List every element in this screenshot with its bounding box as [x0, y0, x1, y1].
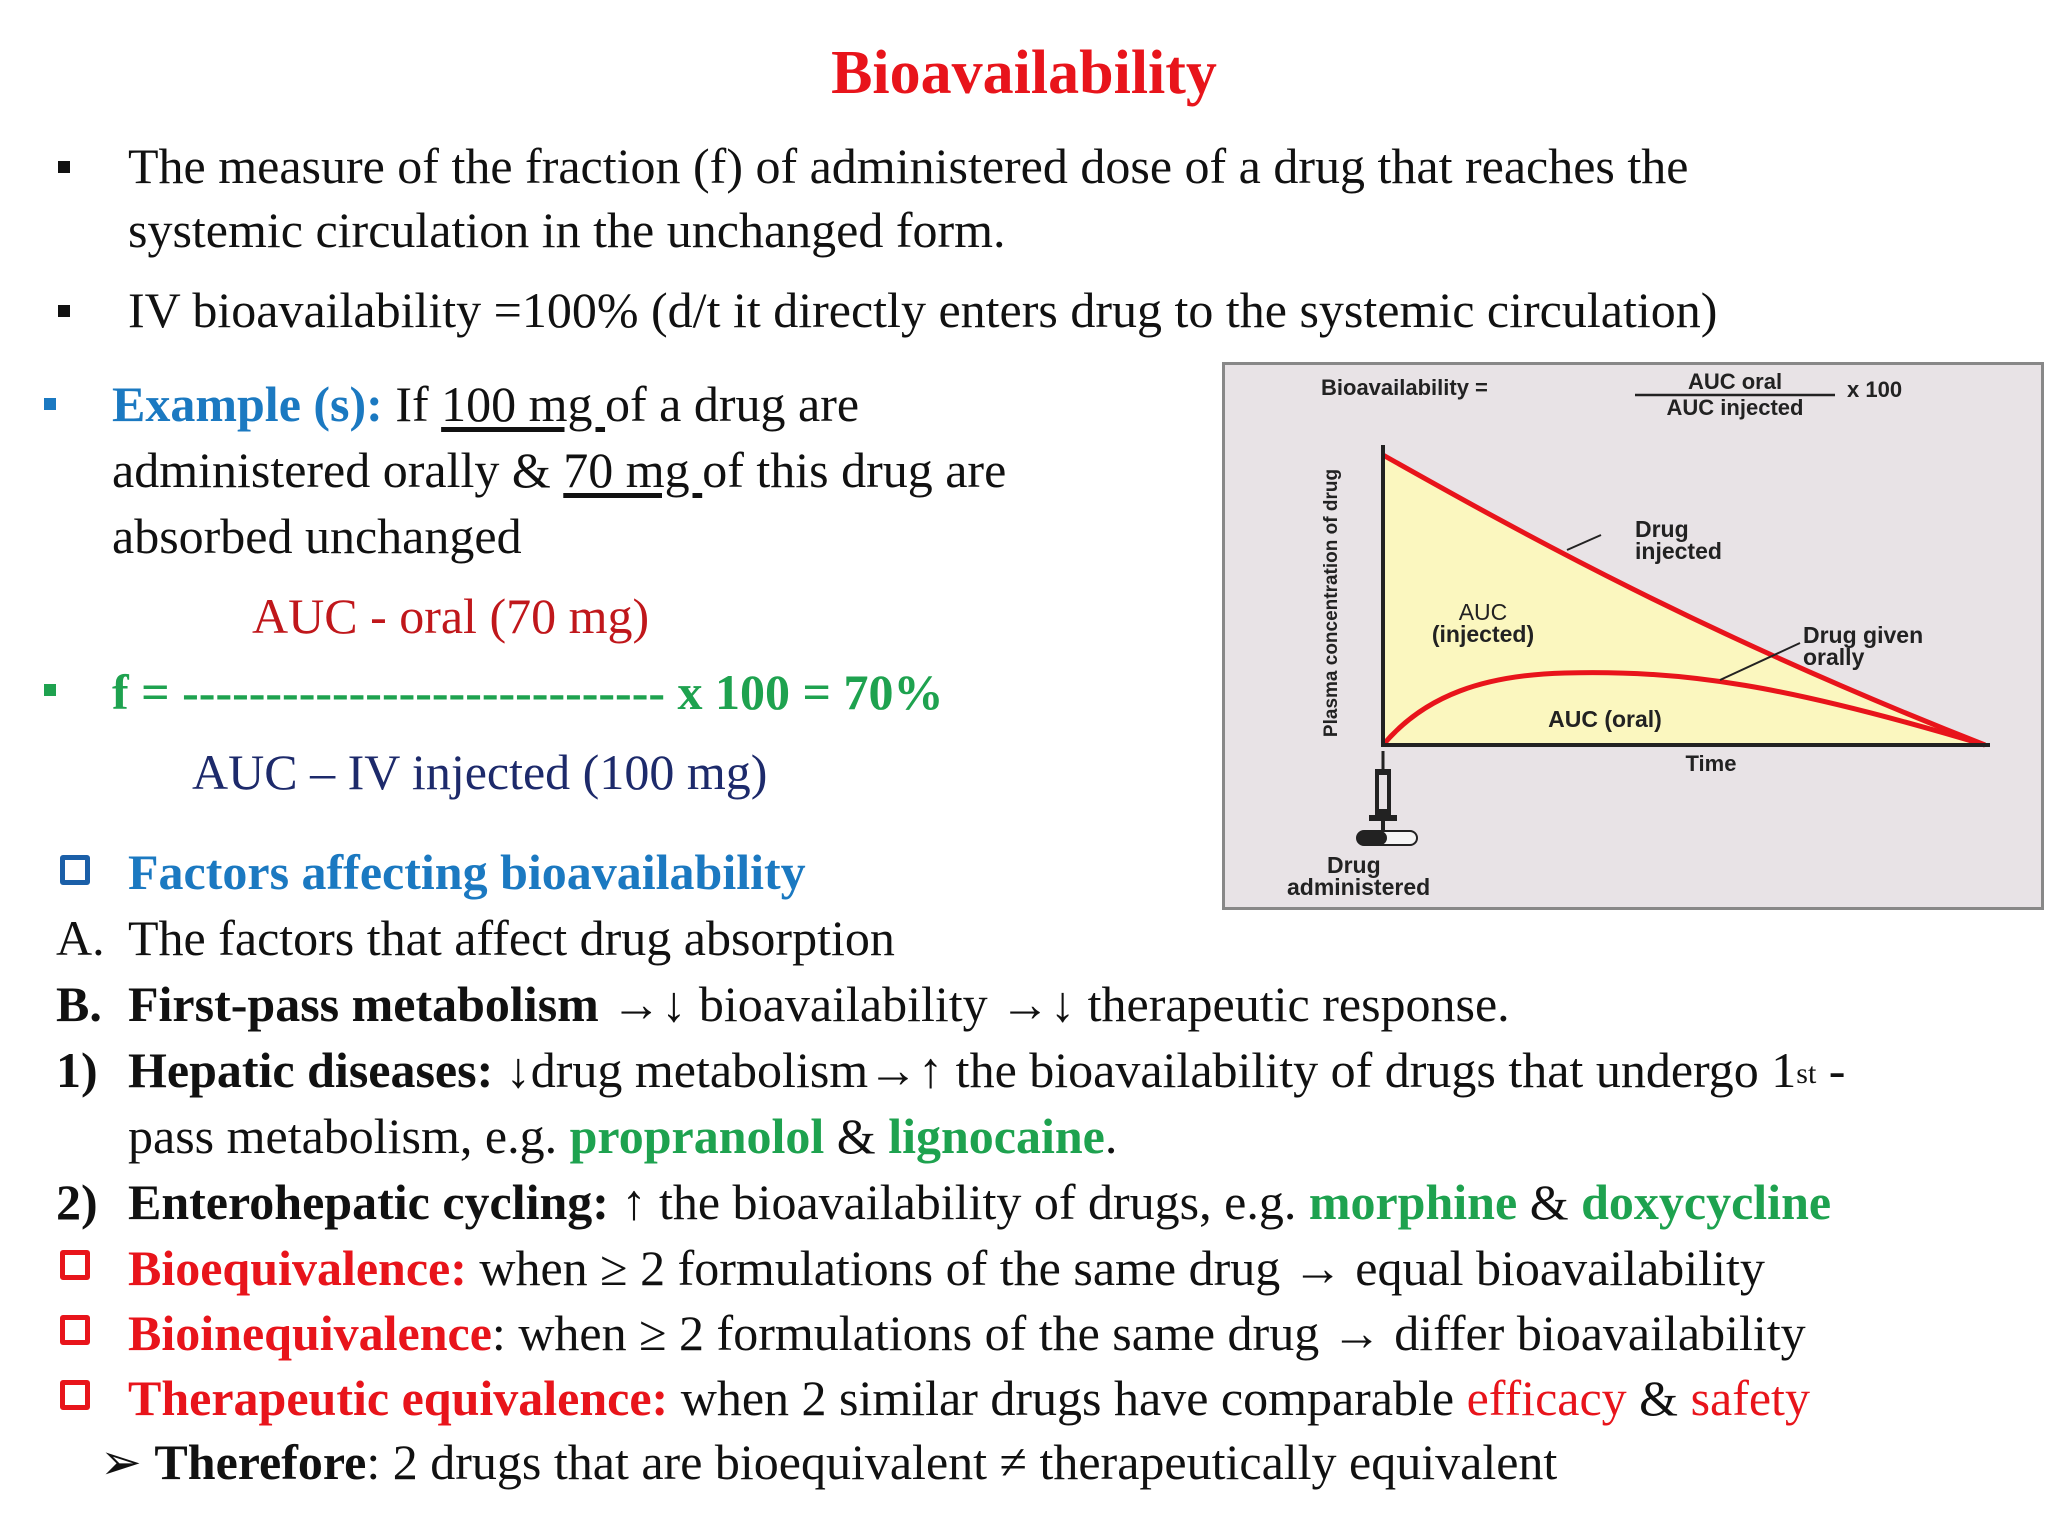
oral-leader: [1719, 642, 1801, 681]
therapeutic-equivalence-text: when 2 similar drugs have comparable: [668, 1370, 1467, 1426]
drug-oral-label-1: Drug given: [1803, 622, 1923, 648]
factor-a-text: The factors that affect drug absorption: [128, 910, 895, 966]
item-1-marker: 1): [56, 1042, 98, 1098]
bioequivalence-text: when ≥ 2 formulations of the same drug →…: [466, 1240, 1765, 1296]
checkbox-marker: [60, 1315, 90, 1345]
enterohepatic-line: Enterohepatic cycling: ↑ the bioavailabi…: [128, 1170, 1831, 1234]
checkbox-marker: [60, 1380, 90, 1410]
drug-doxycycline: doxycycline: [1581, 1174, 1832, 1230]
efficacy-word: efficacy: [1466, 1370, 1627, 1426]
injected-leader: [1566, 534, 1602, 551]
drug-lignocaine: lignocaine: [888, 1108, 1105, 1164]
period: .: [1104, 1108, 1118, 1164]
drug-injected-label-1: Drug: [1635, 516, 1689, 542]
formula-left: Bioavailability =: [1321, 375, 1488, 400]
iv-bioavailability-text: IV bioavailability =100% (d/t it directl…: [128, 282, 1718, 338]
bioinequivalence-text: : when ≥ 2 formulations of the same drug…: [491, 1305, 1806, 1361]
drug-injected-label-2: injected: [1635, 538, 1722, 564]
arrow-bullet-icon: ➢: [100, 1434, 142, 1490]
pill-icon: [1356, 830, 1418, 846]
auc-oral-label: AUC (oral): [1548, 706, 1662, 732]
factor-a-marker: A.: [56, 910, 105, 966]
therapeutic-equivalence-line: Therapeutic equivalence: when 2 similar …: [128, 1366, 1810, 1430]
drug-propranolol: propranolol: [569, 1108, 825, 1164]
bullet-marker: [58, 161, 70, 173]
injected-curve: [1381, 452, 1986, 748]
hepatic-sup: st: [1796, 1057, 1817, 1090]
hepatic-text: ↓drug metabolism→↑ the bioavailability o…: [493, 1042, 1797, 1098]
bioequivalence-line: Bioequivalence: when ≥ 2 formulations of…: [128, 1236, 1765, 1300]
bioinequivalence-line: Bioinequivalence: when ≥ 2 formulations …: [128, 1301, 1806, 1365]
checkbox-marker: [60, 855, 90, 885]
example-text: of a drug are: [605, 376, 860, 432]
drug-administered-label-1: Drug: [1327, 852, 1381, 878]
formula-denominator-fig: AUC injected: [1667, 395, 1804, 420]
syringe-icon: [1365, 751, 1401, 843]
bioinequivalence-label: Bioinequivalence: [128, 1305, 492, 1361]
first-pass-text: →↓ bioavailability →↓ therapeutic respon…: [598, 976, 1510, 1032]
checkbox-marker: [60, 1250, 90, 1280]
therefore-label: Therefore: [154, 1434, 367, 1490]
auc-injected-label-1: AUC: [1459, 599, 1508, 625]
drug-oral-label-2: orally: [1803, 644, 1865, 670]
hepatic-line-2: pass metabolism, e.g. propranolol & lign…: [128, 1104, 1117, 1168]
formula-right: x 100: [1847, 377, 1902, 402]
example-text: If: [382, 376, 442, 432]
auc-injected-label-2: (injected): [1432, 621, 1534, 647]
y-axis-label: Plasma concentration of drug: [1321, 469, 1342, 737]
amp: &: [1626, 1370, 1691, 1426]
definition-line-2: systemic circulation in the unchanged fo…: [128, 202, 1006, 258]
therefore-line: ➢ Therefore: 2 drugs that are bioequival…: [100, 1430, 1557, 1494]
bullet-marker: [44, 684, 56, 696]
therapeutic-equivalence-label: Therapeutic equivalence:: [128, 1370, 669, 1426]
therefore-text: : 2 drugs that are bioequivalent ≠ thera…: [366, 1434, 1558, 1490]
definition-line-1: The measure of the fraction (f) of admin…: [128, 138, 1689, 194]
amp: &: [824, 1108, 889, 1164]
formula-numerator-fig: AUC oral: [1688, 369, 1782, 394]
factors-heading: Factors affecting bioavailability: [128, 844, 806, 900]
dose-70mg: 70 mg: [563, 442, 703, 498]
auc-diagram: Bioavailability = AUC oral AUC injected …: [1287, 369, 1990, 900]
formula-f-text: f = ----------------------------- x 100 …: [112, 664, 944, 720]
enterohepatic-text: ↑ the bioavailability of drugs, e.g.: [608, 1174, 1309, 1230]
oral-curve: [1381, 670, 1986, 748]
example-line-3: absorbed unchanged: [112, 508, 522, 564]
bullet-marker: [44, 398, 56, 410]
formula-f-line: f = ----------------------------- x 100 …: [112, 660, 944, 724]
hepatic-tail: -: [1816, 1042, 1846, 1098]
example-line-2: administered orally & 70 mg of this drug…: [112, 438, 1006, 502]
hepatic-line-1: Hepatic diseases: ↓drug metabolism→↑ the…: [128, 1038, 1845, 1102]
example-label: Example (s):: [112, 376, 383, 432]
formula-numerator: AUC - oral (70 mg): [252, 588, 650, 644]
drug-morphine: morphine: [1308, 1174, 1518, 1230]
enterohepatic-label: Enterohepatic cycling:: [128, 1174, 609, 1230]
first-pass-label: First-pass metabolism: [128, 976, 599, 1032]
bioavailability-figure: Bioavailability = AUC oral AUC injected …: [1222, 362, 2044, 910]
x-axis-label: Time: [1686, 751, 1737, 776]
page-title: Bioavailability: [831, 39, 1217, 107]
factor-b-marker: B.: [56, 976, 102, 1032]
dose-100mg: 100 mg: [441, 376, 606, 432]
example-text: of this drug are: [702, 442, 1007, 498]
hepatic-label: Hepatic diseases:: [128, 1042, 494, 1098]
bioequivalence-label: Bioequivalence:: [128, 1240, 467, 1296]
example-line-1: Example (s): If 100 mg of a drug are: [112, 372, 859, 436]
drug-administered-label-2: administered: [1287, 874, 1430, 900]
example-text: administered orally &: [112, 442, 564, 498]
safety-word: safety: [1690, 1370, 1810, 1426]
bullet-marker: [58, 305, 70, 317]
factor-b-text: First-pass metabolism →↓ bioavailability…: [128, 972, 1510, 1036]
hepatic-text-2: pass metabolism, e.g.: [128, 1108, 570, 1164]
formula-denominator: AUC – IV injected (100 mg): [192, 744, 768, 800]
item-2-marker: 2): [56, 1174, 98, 1230]
amp: &: [1517, 1174, 1582, 1230]
